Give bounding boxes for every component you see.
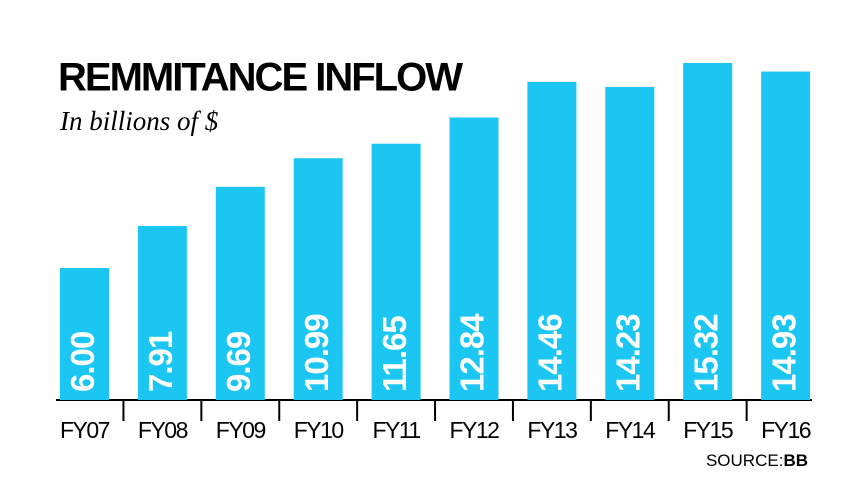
bar <box>605 86 655 400</box>
x-tick-label: FY13 <box>527 417 577 443</box>
bar <box>683 62 733 401</box>
x-tick-label: FY10 <box>294 417 344 443</box>
x-tick-label: FY12 <box>450 417 500 443</box>
x-tick-label: FY09 <box>216 417 266 443</box>
value-label: 7.91 <box>142 331 179 392</box>
value-label: 12.84 <box>454 313 491 392</box>
value-label: 6.00 <box>64 332 101 392</box>
x-tick-label: FY16 <box>761 417 811 443</box>
x-tick-label: FY14 <box>605 417 656 443</box>
source: SOURCE:BB <box>706 451 808 470</box>
source-name: BB <box>783 451 808 470</box>
value-label: 15.32 <box>687 314 724 392</box>
x-tick-label: FY15 <box>683 417 733 443</box>
value-label: 9.69 <box>220 331 257 392</box>
bar <box>60 268 109 400</box>
source-label: SOURCE: <box>706 451 783 470</box>
value-label: 10.99 <box>298 314 335 392</box>
bar <box>215 186 265 400</box>
value-label: 14.23 <box>610 314 647 392</box>
bar <box>371 143 421 400</box>
value-label: 11.65 <box>376 316 413 392</box>
bar <box>761 71 811 400</box>
x-tick-label: FY07 <box>60 417 110 443</box>
bar <box>293 158 343 400</box>
x-tick-label: FY11 <box>372 417 420 443</box>
value-label: 14.46 <box>532 314 569 392</box>
value-label: 14.93 <box>765 314 802 392</box>
bar <box>449 117 499 401</box>
chart-subtitle: In billions of $ <box>59 106 219 136</box>
bar <box>527 81 577 400</box>
chart-title: REMMITANCE INFLOW <box>58 56 463 100</box>
bar <box>137 225 187 400</box>
x-tick-label: FY08 <box>138 417 188 443</box>
